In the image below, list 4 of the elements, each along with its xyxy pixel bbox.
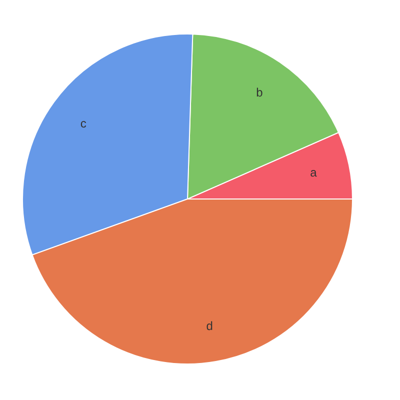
slice-label: c (80, 116, 86, 130)
slice-label: a (310, 166, 318, 180)
slice-label: d (206, 318, 213, 333)
slice-label: b (256, 85, 264, 100)
